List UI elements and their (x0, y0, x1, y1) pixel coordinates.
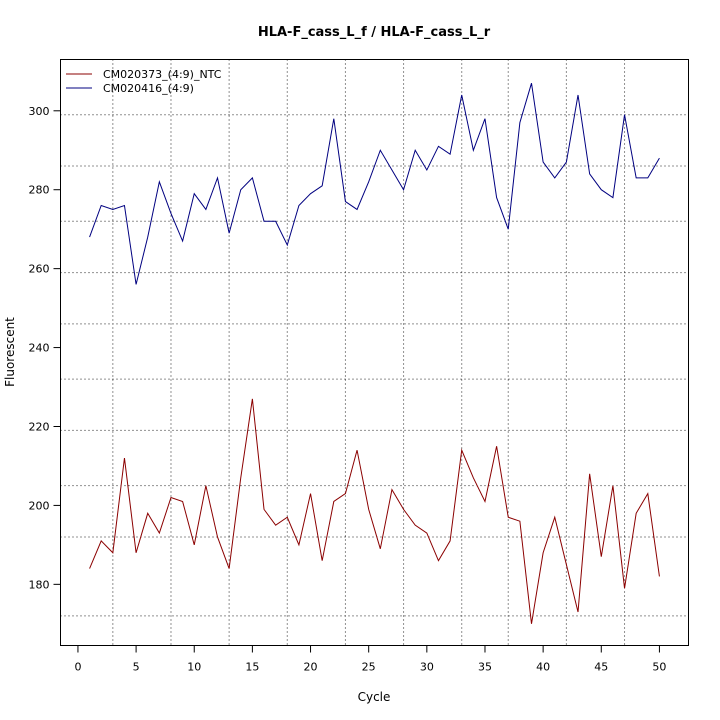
x-tick-label: 25 (362, 661, 376, 674)
y-tick-label: 240 (29, 342, 50, 355)
x-tick-label: 45 (594, 661, 608, 674)
plot-box (60, 59, 689, 646)
x-tick-label: 10 (187, 661, 201, 674)
series-layer (89, 83, 660, 624)
chart-title: HLA-F_cass_L_f / HLA-F_cass_L_r (258, 25, 491, 40)
y-tick-label: 300 (29, 105, 50, 118)
x-tick-label: 20 (304, 661, 318, 674)
y-tick-label: 260 (29, 263, 50, 276)
x-tick-label: 0 (74, 661, 81, 674)
y-axis-label: Fluorescent (3, 317, 17, 387)
legend-label: CM020373_(4:9)_NTC (103, 68, 222, 81)
x-tick-label: 15 (245, 661, 259, 674)
x-tick-label: 40 (536, 661, 550, 674)
y-tick-label: 220 (29, 420, 50, 433)
y-axis: 180 200 220 240 260 280 300 (29, 105, 61, 591)
x-tick-label: 35 (478, 661, 492, 674)
y-tick-label: 280 (29, 184, 50, 197)
x-tick-label: 30 (420, 661, 434, 674)
legend-label: CM020416_(4:9) (103, 82, 194, 95)
y-tick-label: 200 (29, 499, 50, 512)
series-line-1 (89, 398, 660, 624)
series-line-2 (89, 83, 660, 285)
x-axis: 0 5 10 15 20 25 30 35 40 45 50 (74, 645, 666, 674)
x-tick-label: 50 (652, 661, 666, 674)
grid-layer (60, 59, 689, 646)
y-tick-label: 180 (29, 578, 50, 591)
x-tick-label: 5 (133, 661, 140, 674)
x-axis-label: Cycle (358, 690, 391, 704)
